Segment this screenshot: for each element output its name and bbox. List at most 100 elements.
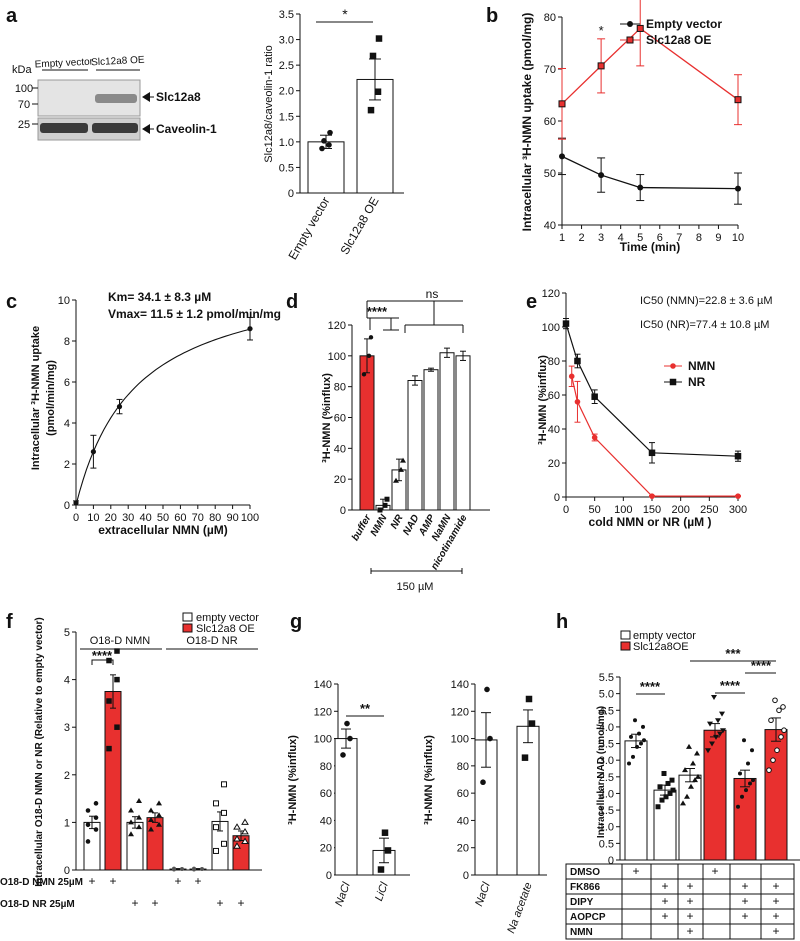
g1-y-tick-label: 60 (320, 788, 332, 800)
h-point (780, 704, 786, 710)
e-point (649, 493, 655, 499)
d-bar (359, 355, 375, 511)
f-row1-mark: + (109, 874, 116, 888)
f-y-tick-label: 1 (64, 817, 70, 829)
f-point (148, 807, 154, 813)
c-y-tick-label: 0 (64, 500, 70, 512)
h-point (715, 718, 721, 724)
band-arrow (142, 92, 150, 102)
b-sig: * (599, 23, 604, 38)
e-point (574, 399, 581, 405)
h-legend-label: empty vector (633, 630, 696, 642)
c-y-tick-label: 10 (58, 295, 70, 307)
band-label: Slc12a8 (156, 90, 201, 104)
b-x-tick-label: 9 (715, 232, 721, 244)
f-legend-swatch (182, 612, 193, 622)
f-bar (126, 821, 144, 871)
a-bar-point (326, 142, 332, 148)
f-point (213, 847, 219, 854)
h-table-mark: + (686, 879, 693, 893)
h-point (719, 711, 725, 717)
c-x-tick-label: 30 (122, 512, 134, 524)
f-row2-mark: + (131, 896, 138, 910)
b-point (598, 172, 605, 179)
b-xlabel: Time (min) (620, 240, 680, 254)
h-table-row-label: AOPCP (570, 912, 606, 923)
h-point (711, 694, 717, 700)
c-x-tick-label: 60 (174, 512, 186, 524)
h-sig: **** (751, 658, 772, 673)
f-point (148, 817, 154, 823)
e-point (591, 393, 598, 400)
f-y-tick-label: 5 (64, 627, 70, 639)
h-point (776, 707, 782, 714)
marker-label: 100 (15, 83, 33, 95)
band-arrow (142, 124, 150, 134)
h-point (641, 724, 645, 729)
f-point (221, 840, 227, 847)
f-row2-mark: + (151, 896, 158, 910)
a-bar-category: Empty vector (285, 195, 332, 263)
f-ylabel: Intracellular O18-D NMN or NR (Relative … (34, 617, 45, 887)
h-y-tick-label: 2.0 (599, 788, 614, 800)
h-point (670, 787, 676, 793)
b-y-tick-label: 80 (544, 12, 556, 24)
g1-point (377, 866, 385, 873)
b-y-tick-label: 70 (544, 64, 556, 76)
h-table-mark: + (686, 924, 693, 938)
g1-point (344, 720, 350, 727)
h-point (781, 727, 787, 734)
e-annotation: IC50 (NMN)=22.8 ± 3.6 µM (640, 295, 773, 307)
f-point (221, 781, 227, 788)
b-legend-label: Empty vector (646, 17, 722, 31)
b-series-line (561, 27, 739, 105)
d-point (398, 466, 404, 472)
h-y-tick-label: 0.5 (599, 838, 614, 850)
d-bar (407, 380, 423, 511)
f-y-tick-label: 0 (64, 865, 70, 877)
c-y-tick-label: 4 (64, 418, 70, 430)
h-point (709, 741, 715, 747)
f-point (156, 821, 162, 827)
b-point (559, 153, 565, 160)
e-y-tick-label: 100 (542, 322, 560, 334)
e-point (568, 373, 575, 380)
d-category: NMN (369, 512, 390, 538)
d-y-tick-label: 40 (334, 443, 346, 455)
h-point (750, 748, 754, 753)
g1-y-tick-label: 140 (314, 679, 332, 691)
h-table-row-label: DMSO (570, 867, 600, 878)
b-point (637, 184, 644, 191)
h-point (717, 731, 723, 737)
f-point (85, 822, 91, 828)
h-point (742, 738, 746, 743)
h-table-mark: + (632, 864, 639, 878)
a-bar-point (369, 52, 377, 60)
panel-letter: e (526, 291, 537, 313)
d-bar (439, 352, 455, 511)
e-xlabel: cold NMN or NR (µM ) (589, 515, 712, 529)
h-point (705, 748, 711, 754)
f-point (156, 800, 162, 806)
g1-point (347, 735, 353, 742)
f-y-tick-label: 4 (64, 675, 70, 687)
e-point (734, 452, 742, 460)
f-group-label: O18-D NMN (90, 635, 151, 647)
h-legend-label: Slc12a8OE (633, 641, 689, 653)
h-point (746, 761, 750, 766)
c-x-tick-label: 50 (157, 512, 169, 524)
h-point (738, 771, 742, 776)
a-bar-y-tick-label: 0.5 (279, 162, 294, 174)
h-legend-swatch (620, 641, 631, 651)
g2-category: NaCl (473, 880, 493, 908)
d-point (393, 477, 399, 483)
e-legend-label: NR (688, 375, 706, 389)
h-point (770, 757, 776, 763)
f-point (221, 809, 227, 816)
d-point (377, 507, 383, 513)
h-y-tick-label: 5.0 (599, 689, 614, 701)
f-row-label: O18-D NR 25µM (0, 899, 75, 910)
panel-letter: b (486, 5, 498, 27)
blot-lane-label: Slc12a8 OE (91, 55, 145, 69)
panel-letter: c (6, 291, 17, 313)
